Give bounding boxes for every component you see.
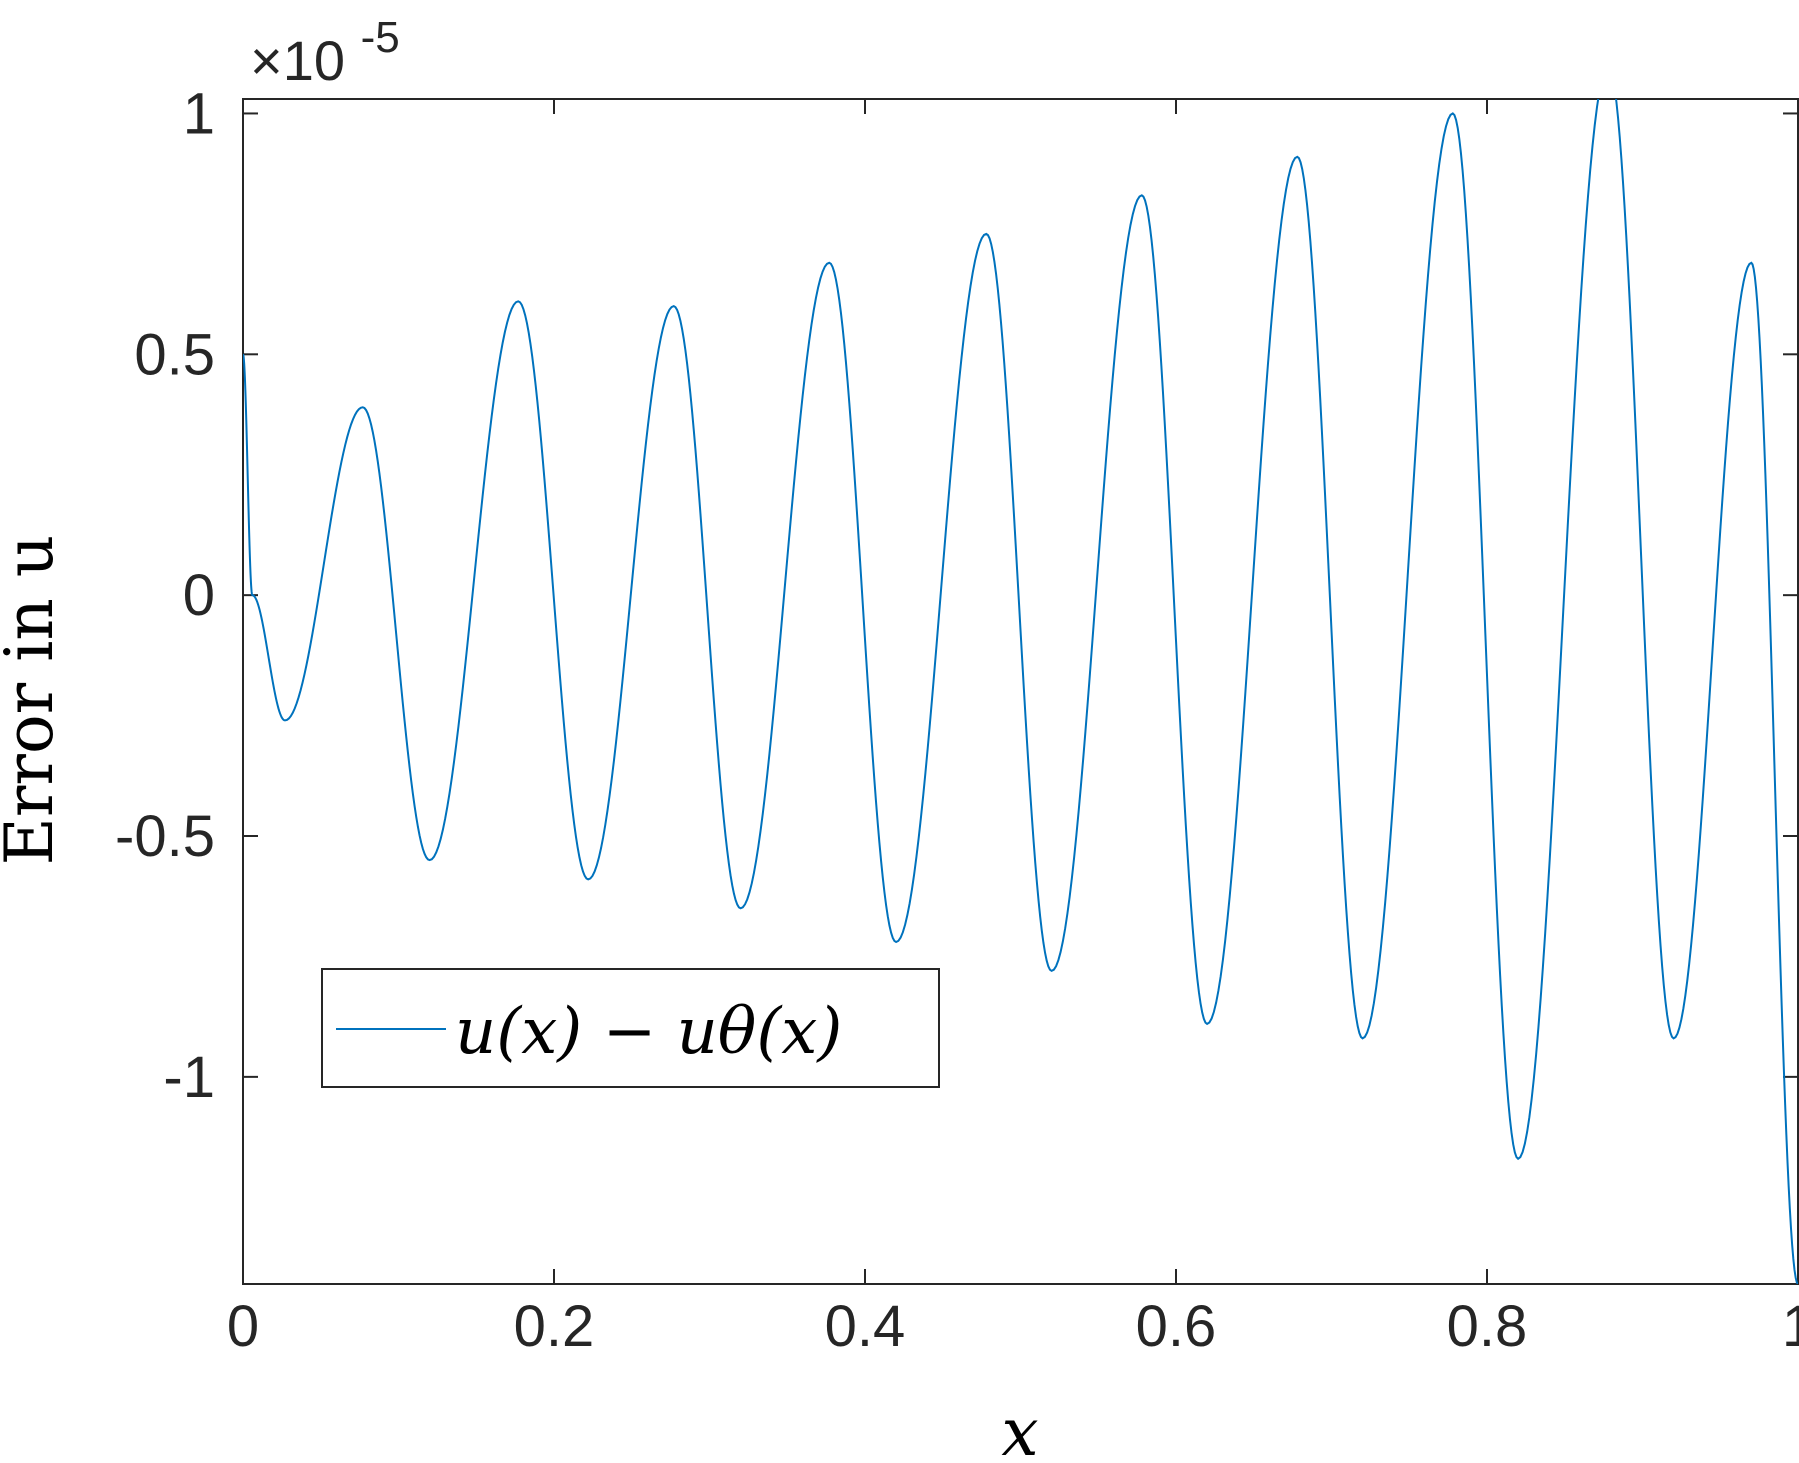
x-tick-label-0: 0: [227, 1294, 259, 1359]
y-tick-label-2: 0: [183, 563, 215, 628]
series-line-0: [243, 99, 1798, 1284]
x-tick-label-1: 0.2: [514, 1294, 595, 1359]
x-tick-label-4: 0.8: [1447, 1294, 1528, 1359]
x-tick-label-2: 0.4: [825, 1294, 906, 1359]
legend-label: u(x) − uθ(x): [455, 995, 842, 1069]
y-multiplier-exponent: -5: [361, 13, 400, 62]
y-tick-label-0: 1: [183, 81, 215, 146]
series-layer: [243, 99, 1798, 1284]
plot-area: [242, 98, 1799, 1285]
axis-ticks: [242, 99, 1799, 1284]
y-multiplier: ×10 -5: [250, 13, 400, 92]
y-tick-label-4: -1: [163, 1045, 215, 1110]
y-tick-label-3: -0.5: [115, 804, 215, 869]
x-tick-label-5: 1: [1782, 1294, 1799, 1359]
y-multiplier-base: ×10: [250, 29, 345, 92]
y-tick-label-1: 0.5: [134, 322, 215, 387]
tick-labels: 0 0.2 0.4 0.6 0.8 1 1 0.5 0 -0.5 -1: [115, 81, 1799, 1359]
x-tick-label-3: 0.6: [1136, 1294, 1217, 1359]
x-axis-label: x: [1001, 1394, 1038, 1463]
y-axis-label: Error in u: [0, 535, 68, 866]
legend: u(x) − uθ(x): [321, 968, 940, 1088]
